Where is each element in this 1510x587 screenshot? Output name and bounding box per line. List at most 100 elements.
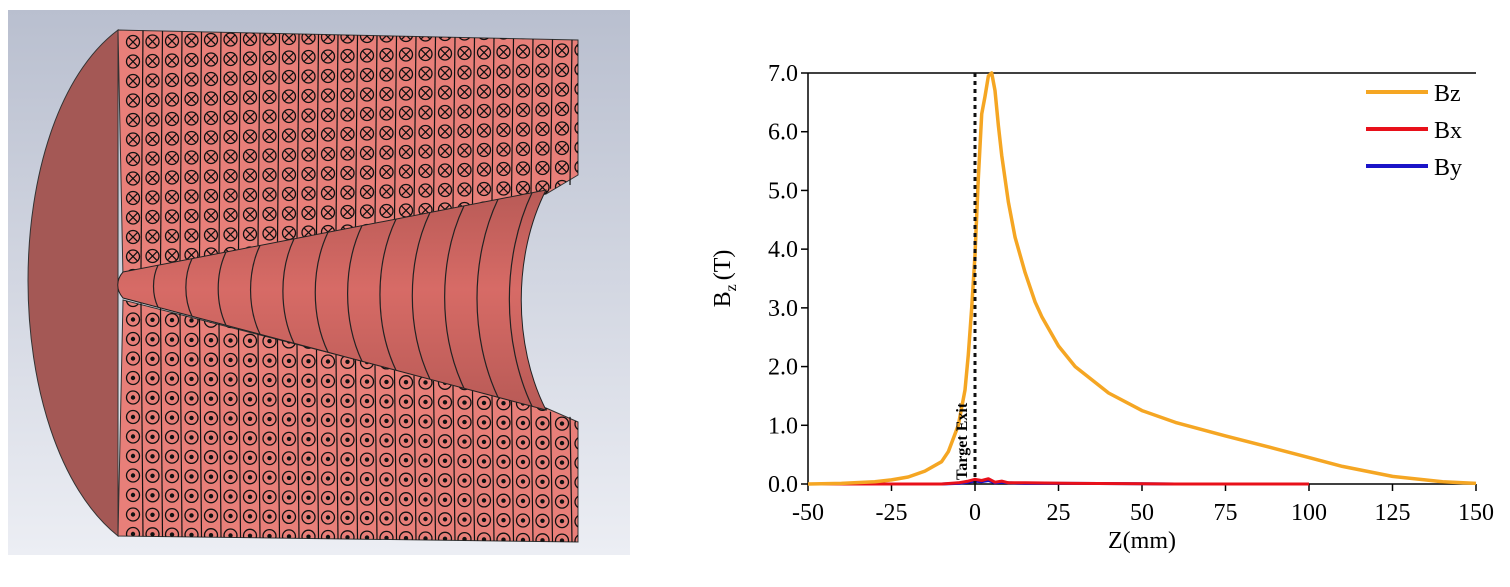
circle-cross-icon — [437, 124, 453, 139]
circle-cross-icon — [125, 210, 141, 225]
circle-cross-icon — [437, 163, 453, 178]
circle-dot-icon — [242, 333, 258, 348]
circle-dot-icon — [203, 333, 219, 348]
circle-cross-icon — [281, 167, 297, 182]
circle-cross-icon — [554, 121, 570, 136]
circle-dot-icon — [203, 469, 219, 484]
circle-dot-icon — [242, 372, 258, 387]
circle-dot-icon — [515, 532, 531, 542]
circle-dot-icon — [223, 411, 238, 426]
x-tick-label: -25 — [876, 500, 908, 526]
circle-dot-icon — [476, 454, 492, 469]
coil-line-lower — [510, 401, 515, 542]
bore-ring — [476, 199, 499, 398]
circle-dot-icon — [242, 489, 258, 504]
circle-cross-icon — [262, 167, 277, 183]
circle-cross-icon — [223, 51, 238, 67]
circle-dot-icon — [262, 353, 277, 368]
circle-dot-icon — [281, 490, 297, 505]
x-tick-label: 150 — [1458, 500, 1494, 526]
circle-cross-icon — [281, 30, 297, 46]
coil-line-upper — [530, 39, 534, 193]
circle-dot-icon — [223, 469, 238, 485]
circle-cross-icon — [203, 130, 219, 145]
circle-cross-icon — [145, 248, 160, 264]
circle-dot-icon — [340, 413, 355, 428]
coil-line-upper — [276, 33, 281, 242]
circle-cross-icon — [457, 123, 472, 139]
circle-dot-icon — [164, 351, 180, 367]
circle-dot-icon — [164, 390, 180, 406]
target-exit-label: Target Exit — [954, 402, 971, 480]
circle-dot-icon — [515, 474, 531, 489]
circle-dot-icon — [184, 469, 199, 484]
y-tick-label: 4.0 — [768, 237, 798, 263]
circle-cross-icon — [437, 143, 453, 159]
circle-cross-icon — [515, 161, 531, 176]
x-tick-label: 0 — [969, 500, 981, 526]
circle-cross-icon — [320, 205, 336, 220]
circle-cross-icon — [184, 150, 199, 165]
circle-dot-icon — [301, 412, 316, 427]
circle-dot-icon — [223, 430, 238, 446]
circle-dot-icon — [437, 434, 453, 449]
circle-dot-icon — [262, 489, 277, 505]
circle-dot-icon — [340, 471, 355, 486]
coil-line-lower — [471, 391, 476, 541]
circle-dot-icon — [203, 352, 219, 367]
bore-ring — [249, 245, 261, 335]
circle-cross-icon — [223, 32, 238, 47]
circle-cross-icon — [574, 120, 578, 136]
coil-line-lower — [218, 323, 222, 538]
coil-line-upper — [335, 34, 339, 231]
circle-cross-icon — [301, 127, 316, 143]
legend-label: By — [1434, 155, 1462, 181]
circle-dot-icon — [320, 373, 336, 389]
circle-cross-icon — [242, 207, 258, 222]
circle-dot-icon — [457, 492, 472, 508]
circle-cross-icon — [184, 33, 199, 48]
circle-dot-icon — [418, 414, 433, 429]
circle-cross-icon — [164, 189, 180, 205]
circle-dot-icon — [320, 354, 336, 369]
circle-dot-icon — [574, 455, 578, 471]
circle-cross-icon — [379, 145, 394, 160]
circle-dot-icon — [496, 493, 511, 508]
x-tick-label: 75 — [1214, 500, 1238, 526]
y-axis-label-subscript: z — [723, 284, 740, 291]
circle-cross-icon — [457, 162, 472, 178]
circle-cross-icon — [457, 84, 472, 100]
circle-dot-icon — [262, 411, 277, 427]
circle-cross-icon — [145, 112, 160, 127]
circle-cross-icon — [496, 83, 511, 99]
circle-cross-icon — [125, 54, 141, 69]
circle-dot-icon — [301, 451, 316, 466]
circle-cross-icon — [496, 181, 511, 196]
circle-dot-icon — [203, 450, 219, 465]
circle-dot-icon — [223, 528, 238, 542]
circle-cross-icon — [164, 209, 180, 224]
circle-dot-icon — [535, 455, 550, 470]
circle-dot-icon — [320, 432, 336, 447]
circle-cross-icon — [457, 65, 472, 80]
circle-dot-icon — [320, 529, 336, 542]
circle-cross-icon — [262, 226, 277, 241]
circle-cross-icon — [301, 69, 316, 84]
circle-cross-icon — [496, 122, 511, 138]
circle-cross-icon — [359, 48, 375, 63]
coil-line-upper — [296, 33, 300, 238]
circle-dot-icon — [125, 312, 141, 327]
circle-dot-icon — [281, 529, 297, 542]
circle-dot-icon — [125, 468, 141, 483]
circle-dot-icon — [145, 390, 160, 405]
circle-cross-icon — [145, 209, 160, 225]
circle-dot-icon — [223, 352, 238, 368]
coil-line-lower — [432, 380, 437, 541]
coil-line-lower — [198, 318, 203, 538]
circle-dot-icon — [554, 435, 570, 451]
circle-dot-icon — [457, 434, 472, 449]
circle-cross-icon — [320, 49, 336, 64]
circle-cross-icon — [359, 184, 375, 200]
circle-cross-icon — [359, 204, 375, 219]
y-tick-label: 1.0 — [768, 413, 798, 439]
